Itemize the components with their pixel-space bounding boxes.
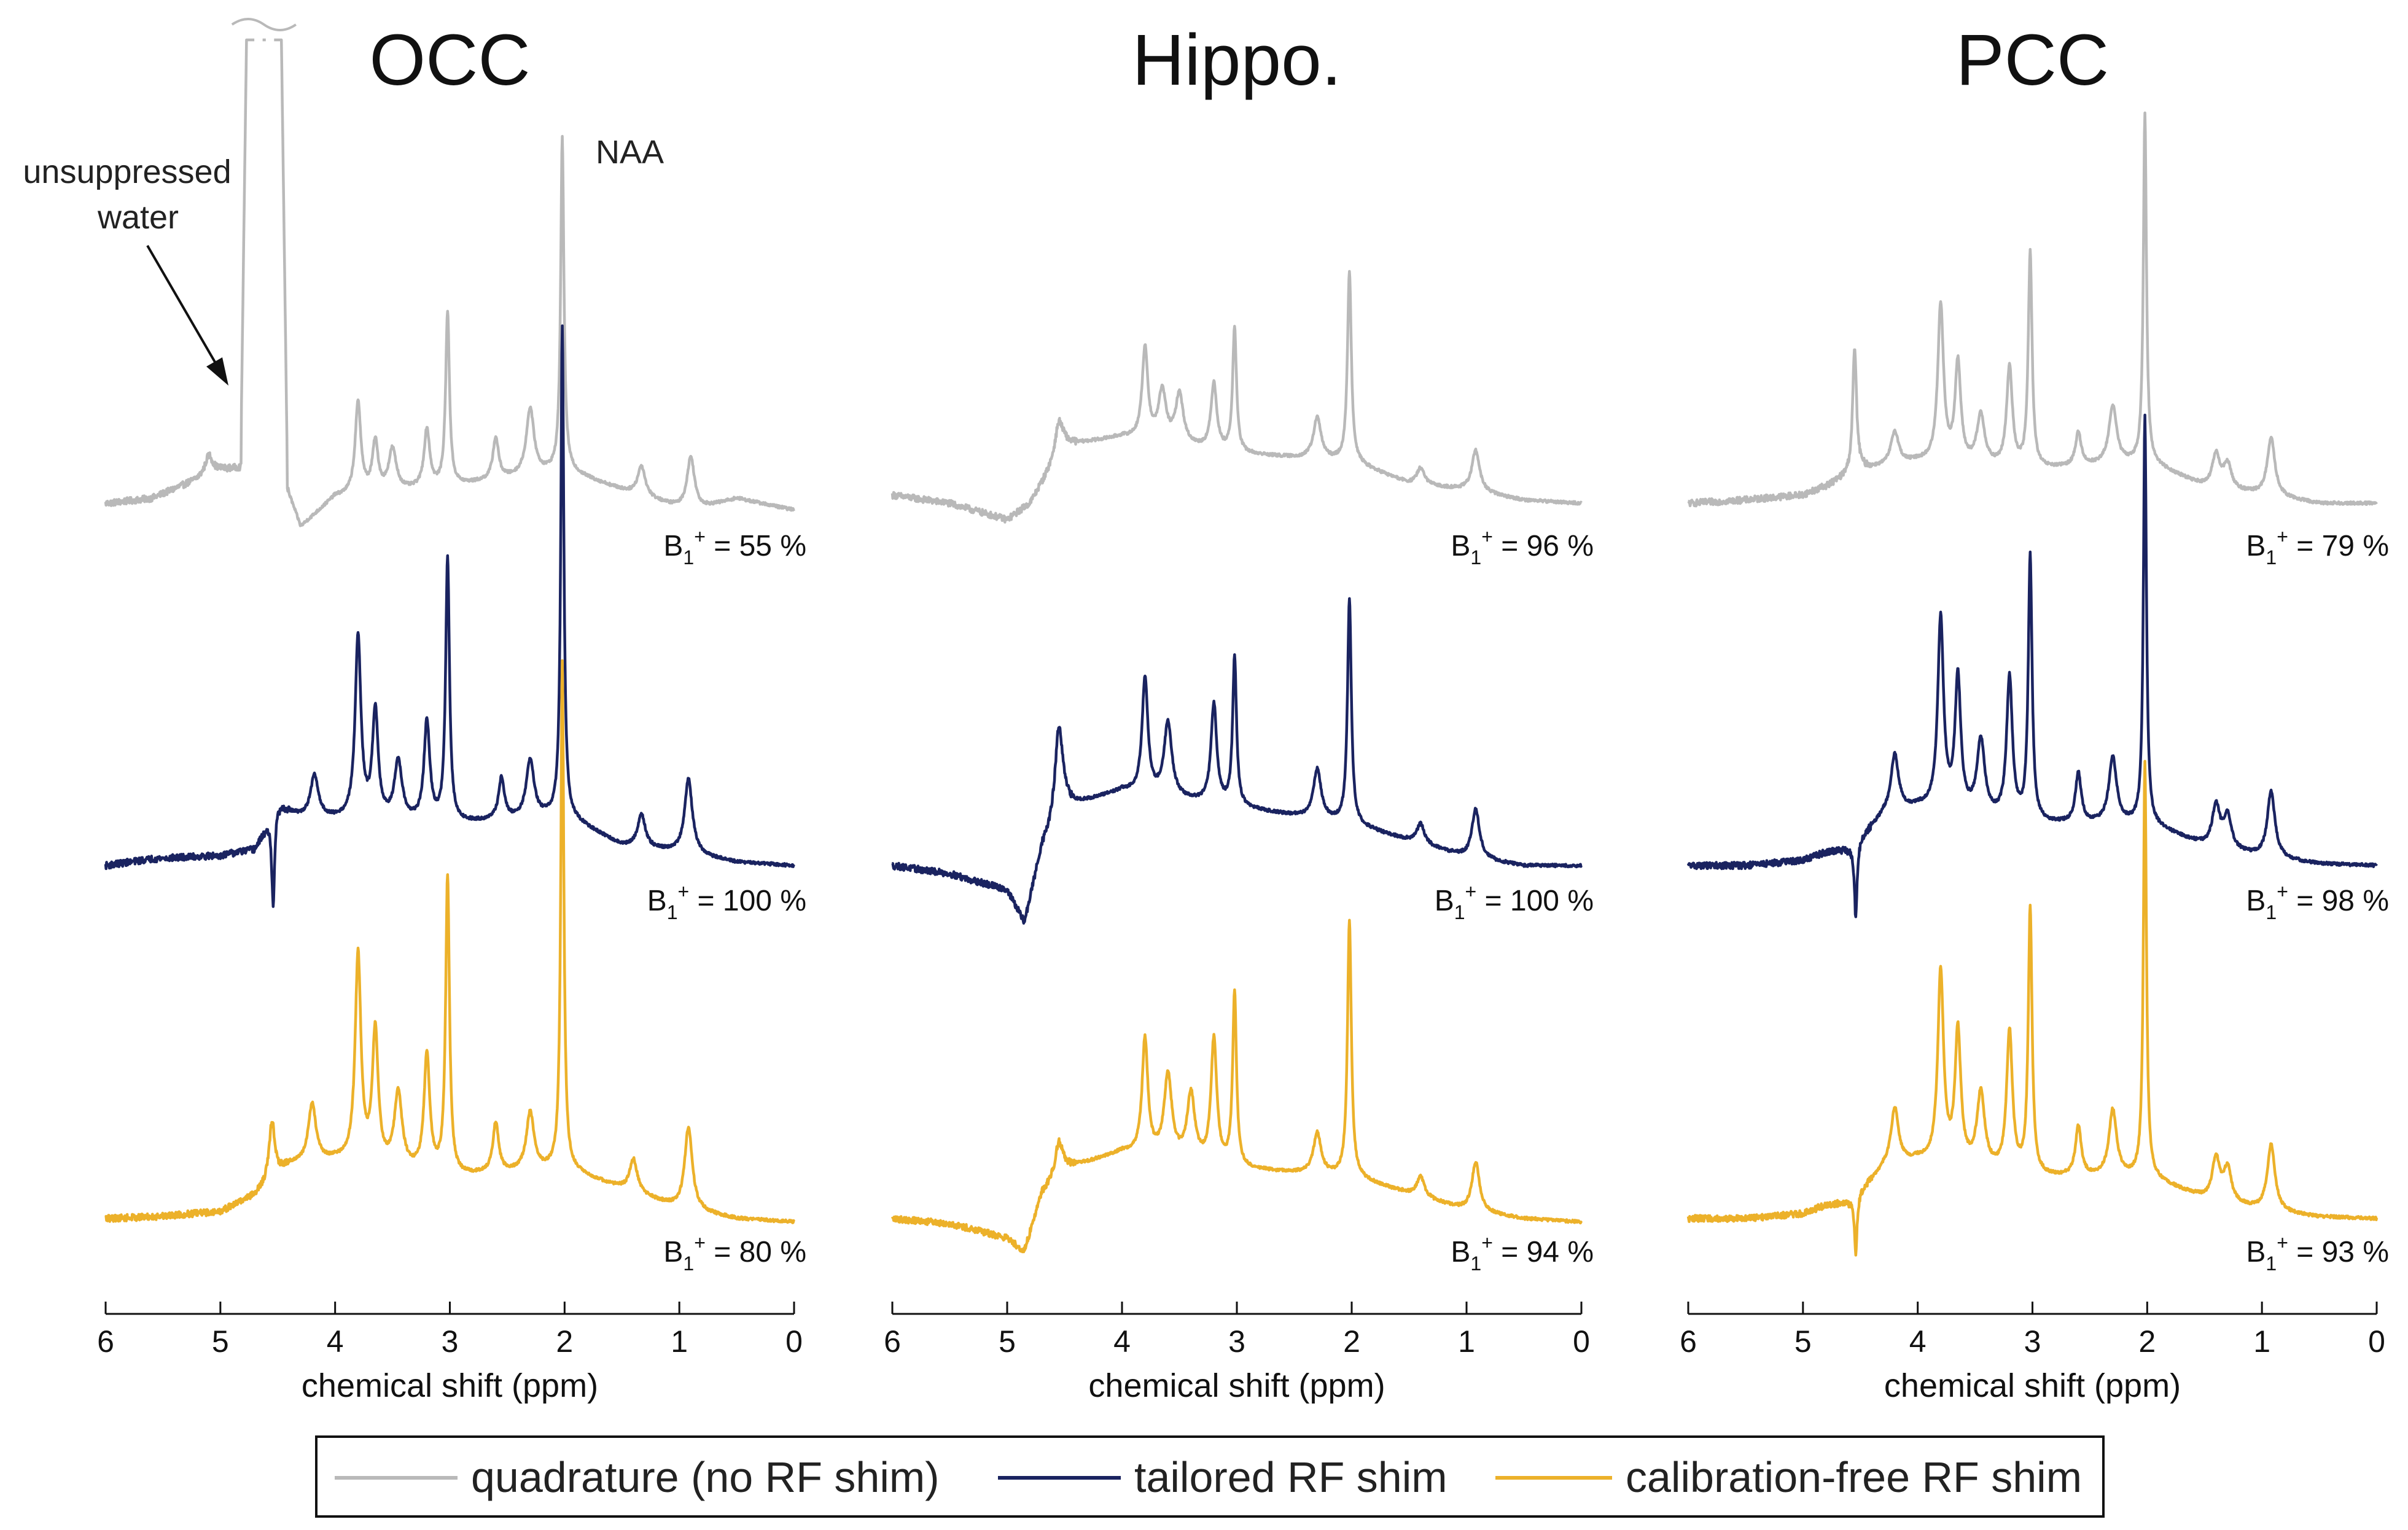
x-tick-label: 4 [1909,1324,1927,1359]
b1-label: B1+ = 94 % [1451,1232,1594,1275]
spectrum-quadrature-line [104,38,795,527]
x-tick-label: 5 [1794,1324,1812,1359]
x-axis-label: chemical shift (ppm) [1884,1367,2181,1404]
b1-subscript: 1 [683,1252,694,1275]
b1-label: B1+ = 100 % [1435,880,1594,923]
x-tick-label: 5 [212,1324,229,1359]
b1-prefix: B [2246,530,2266,562]
x-tick-label: 0 [2368,1324,2385,1359]
b1-value: = 98 % [2288,885,2389,917]
b1-superscript: + [678,880,690,903]
x-tick-label: 1 [1458,1324,1475,1359]
b1-prefix: B [1451,530,1470,562]
x-tick-label: 3 [1228,1324,1245,1359]
annotation-arrow-shaft [146,244,220,370]
b1-subscript: 1 [1470,1252,1481,1275]
x-tick-label: 4 [327,1324,344,1359]
b1-superscript: + [694,1232,706,1254]
b1-subscript: 1 [1454,901,1465,923]
spectrum-calibration_free-line [1686,759,2379,1257]
b1-superscript: + [1481,526,1493,548]
b1-subscript: 1 [2266,1252,2277,1275]
b1-label: B1+ = 96 % [1451,526,1594,569]
b1-subscript: 1 [667,901,678,923]
axis-break-mark [231,18,297,31]
panel-title: Hippo. [1132,20,1341,101]
x-tick-label: 3 [2024,1324,2041,1359]
b1-value: = 80 % [706,1236,806,1268]
spectrum-calibration_free-line [890,918,1583,1254]
b1-prefix: B [1435,885,1454,917]
b1-label: B1+ = 100 % [647,880,806,923]
annotation-arrow-head [206,357,228,386]
panel-hippo: Hippo.B1+ = 96 %B1+ = 100 %B1+ = 94 %6 5 4… [884,20,1594,1404]
spectrum-tailored-line [1686,413,2378,918]
b1-label: B1+ = 79 % [2246,526,2389,569]
b1-label: B1+ = 55 % [663,526,806,569]
panel-title: OCC [369,20,530,101]
b1-prefix: B [2246,885,2266,917]
x-tick-label: 6 [97,1324,114,1359]
spectrum-tailored-line [891,597,1583,925]
legend-label-calibration_free: calibration-free RF shim [1626,1453,2082,1501]
b1-prefix: B [647,885,667,917]
legend-label-quadrature: quadrature (no RF shim) [471,1453,940,1501]
b1-superscript: + [1465,880,1477,903]
x-axis-label: chemical shift (ppm) [302,1367,598,1404]
b1-subscript: 1 [2266,901,2277,923]
b1-value: = 93 % [2288,1236,2389,1268]
legend-label-tailored: tailored RF shim [1134,1453,1448,1501]
x-tick-label: 6 [1680,1324,1697,1359]
b1-value: = 96 % [1493,530,1594,562]
x-tick-label: 0 [1573,1324,1590,1359]
b1-subscript: 1 [2266,546,2277,569]
x-tick-label: 2 [556,1324,573,1359]
b1-superscript: + [694,526,706,548]
annotation-unsuppressed: unsuppressed [23,153,231,190]
b1-superscript: + [2277,526,2288,548]
b1-prefix: B [1451,1236,1470,1268]
b1-label: B1+ = 98 % [2246,880,2389,923]
b1-prefix: B [663,1236,683,1268]
annotation-naa: NAA [596,134,664,171]
b1-superscript: + [2277,880,2288,903]
b1-prefix: B [2246,1236,2266,1268]
spectrum-quadrature-line [890,270,1583,524]
b1-label: B1+ = 80 % [663,1232,806,1275]
spectrum-tailored-line [104,324,795,908]
x-axis-label: chemical shift (ppm) [1088,1367,1385,1404]
x-tick-label: 2 [2138,1324,2156,1359]
spectrum-calibration_free-line [104,659,796,1224]
b1-value: = 100 % [1476,885,1594,917]
spectrum-quadrature-line [1687,111,2378,508]
b1-value: = 79 % [2288,530,2389,562]
legend-box [315,1435,2105,1518]
b1-subscript: 1 [683,546,694,569]
x-tick-label: 1 [671,1324,688,1359]
x-tick-label: 2 [1343,1324,1360,1359]
b1-label: B1+ = 93 % [2246,1232,2389,1275]
b1-value: = 100 % [689,885,806,917]
b1-prefix: B [663,530,683,562]
b1-value: = 55 % [706,530,806,562]
b1-subscript: 1 [1470,546,1481,569]
x-tick-label: 4 [1113,1324,1131,1359]
legend: quadrature (no RF shim) tailored RF shim c… [315,1435,2105,1518]
b1-value: = 94 % [1493,1236,1594,1268]
x-tick-label: 3 [442,1324,459,1359]
x-tick-label: 5 [999,1324,1016,1359]
annotation-water: water [97,199,179,236]
b1-superscript: + [1481,1232,1493,1254]
b1-superscript: + [2277,1232,2288,1254]
x-tick-label: 6 [884,1324,901,1359]
panel-title: PCC [1956,20,2109,101]
x-tick-label: 0 [785,1324,803,1359]
x-tick-label: 1 [2253,1324,2270,1359]
